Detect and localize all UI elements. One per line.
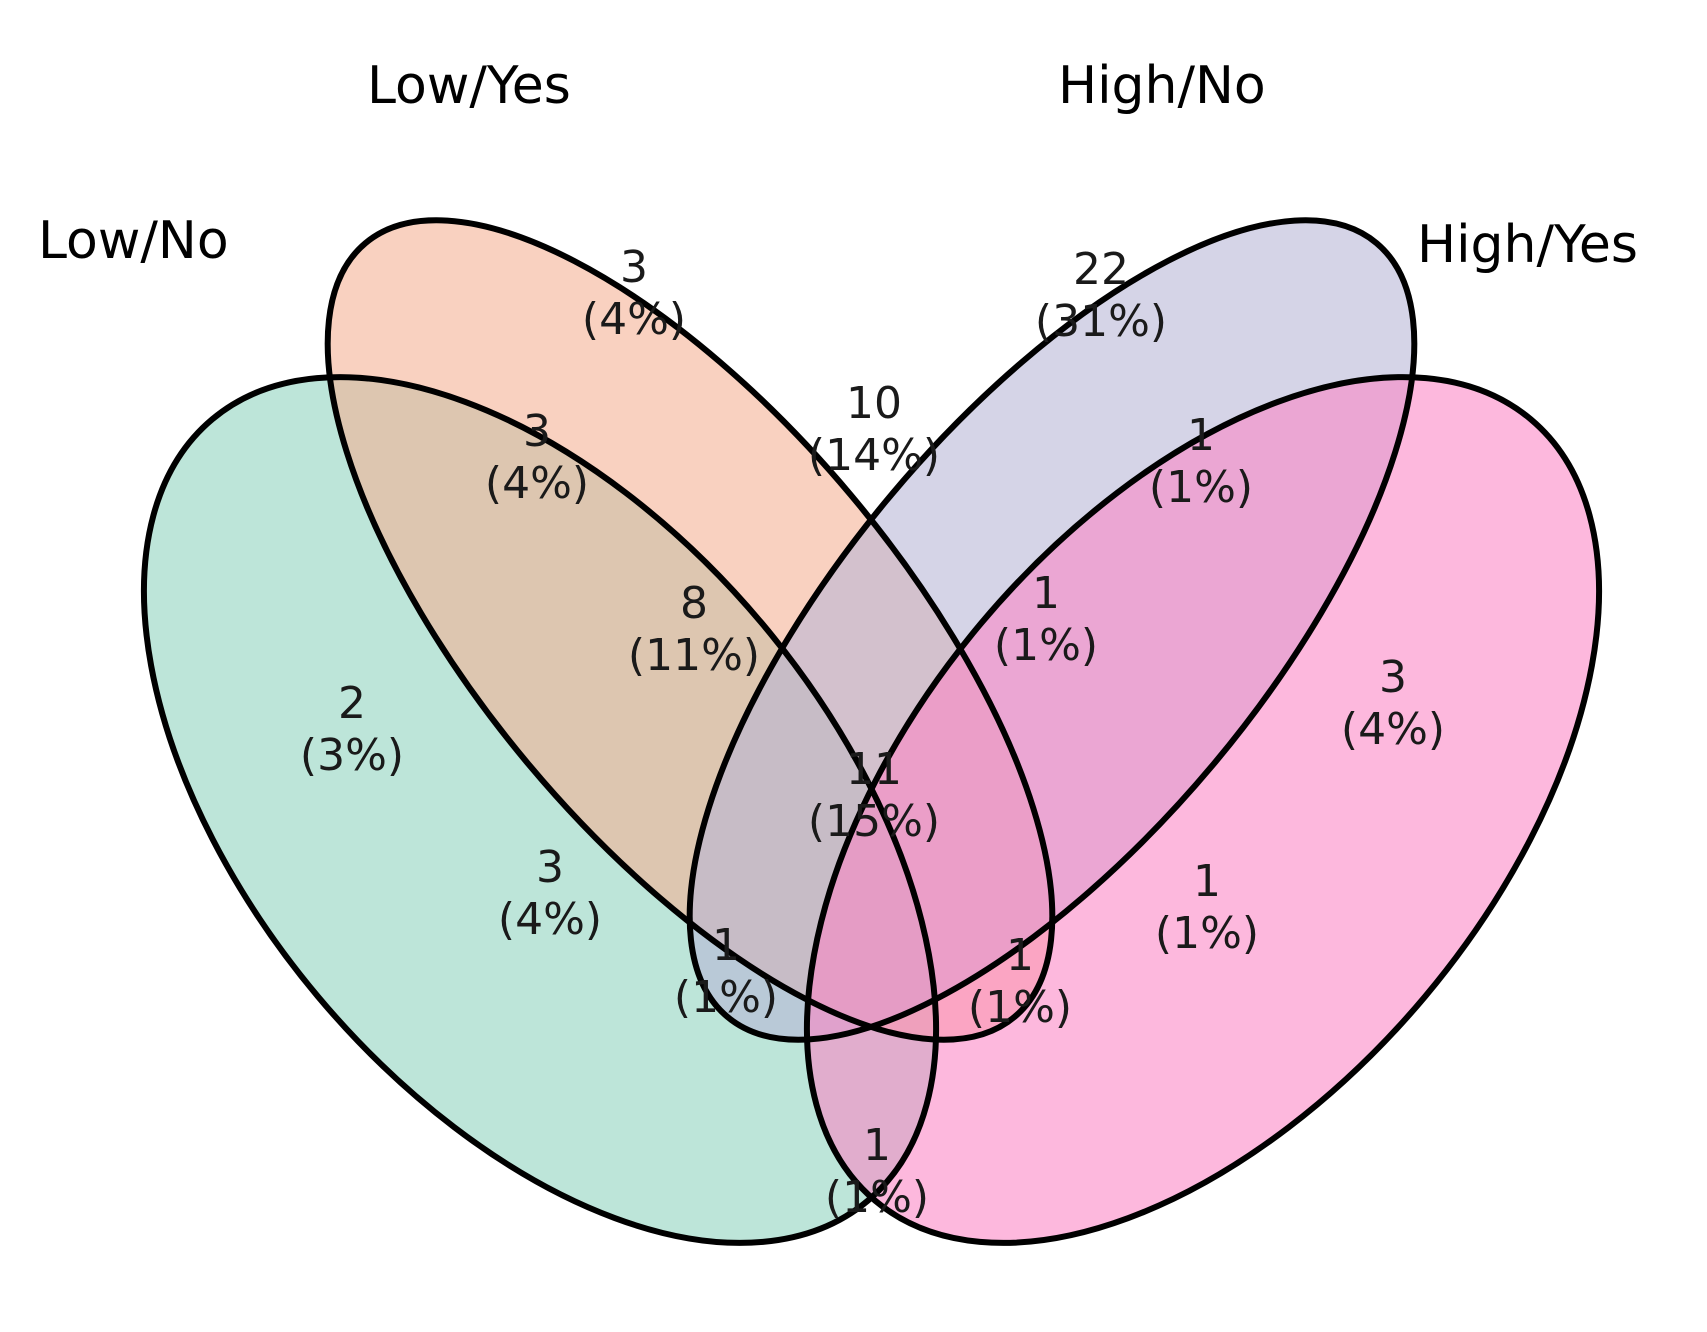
region-count: 8 — [680, 578, 708, 629]
set-outlines — [140, 217, 1603, 1246]
region-count: 3 — [1379, 652, 1407, 703]
region-low-yes: 3 (4%) — [582, 242, 686, 345]
region-low-no-high-yes: 1 (1%) — [825, 1120, 929, 1223]
region-count: 1 — [1032, 568, 1060, 619]
region-count: 11 — [846, 744, 902, 795]
region-high-no: 22 (31%) — [1035, 244, 1167, 347]
set-label-high-yes: High/Yes — [1417, 215, 1638, 275]
set-low-yes-outline — [324, 217, 1056, 1043]
set-low-no-outline — [140, 374, 940, 1246]
region-count: 1 — [863, 1120, 891, 1171]
region-count: 3 — [523, 406, 551, 457]
region-percent: (1%) — [1155, 908, 1259, 959]
region-high-yes: 3 (4%) — [1341, 652, 1445, 755]
region-percent: (15%) — [808, 796, 940, 847]
region-percent: (4%) — [1341, 704, 1445, 755]
region-low-no-low-yes-high-yes: 1 (1%) — [968, 930, 1072, 1033]
region-low-no-low-yes: 3 (4%) — [485, 406, 589, 509]
region-all-four: 11 (15%) — [808, 744, 940, 847]
region-count: 3 — [536, 842, 564, 893]
set-label-low-yes: Low/Yes — [367, 56, 571, 116]
region-high-no-high-yes: 1 (1%) — [1149, 410, 1253, 513]
region-low-no: 2 (3%) — [300, 678, 404, 781]
set-fills — [143, 220, 1600, 1243]
region-low-yes-high-yes: 1 (1%) — [1155, 856, 1259, 959]
region-percent: (11%) — [628, 630, 760, 681]
region-percent: (31%) — [1035, 296, 1167, 347]
region-percent: (1%) — [994, 620, 1098, 671]
region-low-no-low-yes-high-no: 8 (11%) — [628, 578, 760, 681]
region-percent: (4%) — [498, 894, 602, 945]
region-percent: (1%) — [968, 982, 1072, 1033]
region-percent: (1%) — [674, 972, 778, 1023]
region-count: 1 — [712, 920, 740, 971]
set-high-no-outline — [686, 217, 1418, 1043]
region-count: 2 — [338, 678, 366, 729]
region-percent: (3%) — [300, 730, 404, 781]
set-label-high-no: High/No — [1058, 56, 1266, 116]
region-count: 1 — [1193, 856, 1221, 907]
region-count: 3 — [620, 242, 648, 293]
region-low-no-high-no-high-yes: 1 (1%) — [674, 920, 778, 1023]
region-low-yes-high-no-high-yes: 1 (1%) — [994, 568, 1098, 671]
region-count: 1 — [1187, 410, 1215, 461]
region-percent: (4%) — [485, 458, 589, 509]
region-low-no-high-no: 3 (4%) — [498, 842, 602, 945]
set-label-low-no: Low/No — [38, 211, 229, 271]
region-low-yes-high-no: 10 (14%) — [808, 378, 940, 481]
region-count: 22 — [1073, 244, 1129, 295]
region-count: 10 — [846, 378, 902, 429]
region-percent: (1%) — [1149, 462, 1253, 513]
region-percent: (1%) — [825, 1172, 929, 1223]
set-high-yes-outline — [803, 374, 1603, 1246]
region-percent: (4%) — [582, 294, 686, 345]
region-percent: (14%) — [808, 430, 940, 481]
region-count: 1 — [1006, 930, 1034, 981]
